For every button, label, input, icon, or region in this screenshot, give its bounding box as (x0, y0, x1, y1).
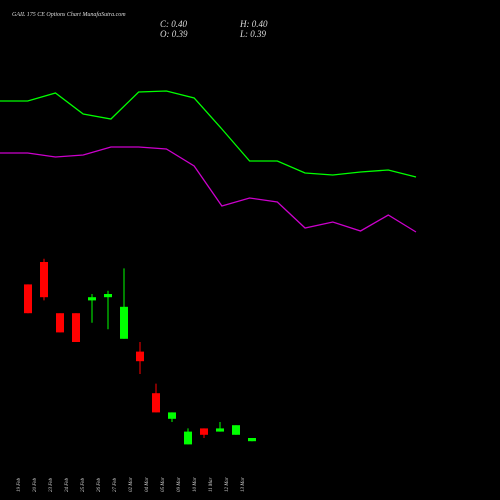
candle-body (216, 428, 224, 432)
x-tick-label: 13 Mar (241, 477, 246, 492)
x-tick-label: 19 Feb (17, 477, 22, 492)
x-tick-label: 20 Feb (33, 477, 38, 492)
candle-body (152, 393, 160, 413)
candle-body (200, 428, 208, 435)
x-tick-label: 27 Feb (113, 477, 118, 492)
candle-body (136, 351, 144, 362)
candle-body (72, 313, 80, 342)
x-tick-label: 24 Feb (65, 477, 70, 492)
candle-body (168, 412, 176, 419)
x-tick-label: 11 Mar (209, 477, 214, 492)
indicator-line (0, 90, 417, 178)
candle-body (120, 306, 128, 339)
x-tick-label: 05 Mar (161, 477, 166, 492)
indicator-line (0, 146, 417, 233)
candle-body (248, 438, 256, 442)
x-tick-label: 23 Feb (49, 477, 54, 492)
candle-body (40, 262, 48, 298)
candle-body (232, 425, 240, 435)
candle-body (56, 313, 64, 333)
x-tick-label: 04 Mar (145, 477, 150, 492)
x-tick-label: 09 Mar (177, 477, 182, 492)
high-label: H: 0.40 (239, 19, 268, 29)
x-tick-label: 02 Mar (129, 477, 134, 492)
chart-title: GAIL 175 CE Options Chart MunafaSutra.co… (12, 11, 126, 18)
x-tick-label: 10 Mar (193, 477, 198, 492)
x-tick-label: 12 Mar (225, 477, 230, 492)
candle-body (104, 294, 112, 298)
x-tick-label: 26 Feb (97, 477, 102, 492)
candle-body (88, 297, 96, 301)
close-label: C: 0.40 (160, 19, 188, 29)
low-label: L: 0.39 (239, 29, 267, 39)
open-label: O: 0.39 (160, 29, 188, 39)
x-tick-label: 25 Feb (81, 477, 86, 492)
candle-body (184, 431, 192, 445)
candle-body (24, 284, 32, 314)
